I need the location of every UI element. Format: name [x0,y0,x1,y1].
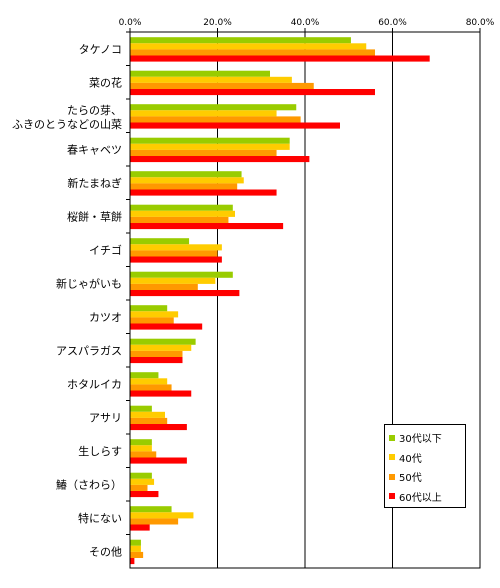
bar [130,82,314,89]
bar [130,238,190,245]
bar [130,338,196,345]
bar [130,104,297,111]
y-tick-label: 桜餅・草餅 [67,209,122,223]
bar [130,439,152,446]
bar [130,506,172,513]
bar [130,76,292,83]
chart-legend: 30代以下 40代 50代 60代以上 [384,424,466,508]
bar [130,110,277,117]
x-tick-label: 80.0% [466,18,495,28]
bar [130,49,375,56]
y-tick-label: 菜の花 [89,76,122,89]
legend-swatch [389,493,395,500]
x-tick-label: 60.0% [378,18,407,28]
bar [130,445,152,452]
legend-item: 60代以上 [389,487,465,507]
bar [130,311,179,318]
bar [130,405,152,412]
bar [130,524,150,531]
bar [130,472,152,479]
bar [130,551,144,558]
bar [130,512,194,519]
bar [130,390,192,397]
y-tick-label: タケノコ [79,43,122,56]
legend-item: 40代 [389,448,465,468]
bar [130,323,203,330]
y-tick-label: 鰆（さわら） [56,478,122,491]
y-tick-label: カツオ [89,311,122,324]
bar [130,457,187,464]
bar [130,271,233,278]
bar [130,43,367,50]
legend-item: 50代 [389,467,465,487]
legend-swatch [389,434,395,441]
bar [130,216,229,223]
bar [130,357,183,364]
bar [130,539,141,546]
y-tick-label: ホタルイカ [67,378,122,391]
bar [130,424,187,431]
legend-swatch [389,473,395,480]
bar [130,378,168,385]
bar [130,189,277,196]
bar [130,518,179,525]
legend-label: 60代以上 [399,492,442,504]
y-tick-label: たらの芽、ふきのとうなどの山菜 [12,103,122,131]
y-tick-label: 特にない [78,511,122,525]
y-tick-label: その他 [89,545,122,558]
bar [130,204,233,211]
bar [130,545,141,552]
y-tick-label: アサリ [89,411,122,424]
bar [130,372,159,379]
bar [130,37,351,44]
x-tick-label: 40.0% [291,18,320,28]
bar [130,305,168,312]
bar [130,350,183,357]
bar [130,384,172,391]
y-tick-label: 生しらす [78,444,122,458]
bar [130,183,238,190]
legend-item: 30代以下 [389,428,465,448]
bar [130,223,284,230]
legend-label: 30代以下 [399,434,442,446]
bar [130,244,222,251]
bar [130,149,277,156]
y-tick-label: 春キャベツ [67,143,122,156]
y-tick-label: 新じゃがいも [56,276,122,290]
bar [130,89,375,96]
bar [130,116,301,123]
legend-label: 50代 [399,473,422,485]
bar [130,411,165,418]
bar [130,177,244,184]
bar [130,344,192,351]
bar [130,317,174,324]
bar [130,171,242,178]
bar [130,290,240,297]
y-tick-label: アスパラガス [56,344,122,357]
bar [130,283,198,290]
bar [130,156,310,163]
bar [130,250,218,257]
bar [130,478,155,485]
bar [130,70,270,77]
bar [130,143,290,150]
bar [130,491,159,498]
bar [130,256,222,263]
x-tick-label: 20.0% [203,18,232,28]
legend-label: 40代 [399,453,422,465]
bar [130,137,290,144]
bar [130,417,168,424]
bar [130,210,235,217]
y-tick-label: イチゴ [89,243,122,257]
bar [130,277,216,284]
legend-swatch [389,454,395,461]
bar [130,55,430,62]
y-tick-label: 新たまねぎ [67,176,122,190]
bar [130,122,340,129]
x-tick-label: 0.0% [119,18,142,28]
bar [130,451,157,458]
bar [130,484,148,491]
bar [130,558,135,565]
